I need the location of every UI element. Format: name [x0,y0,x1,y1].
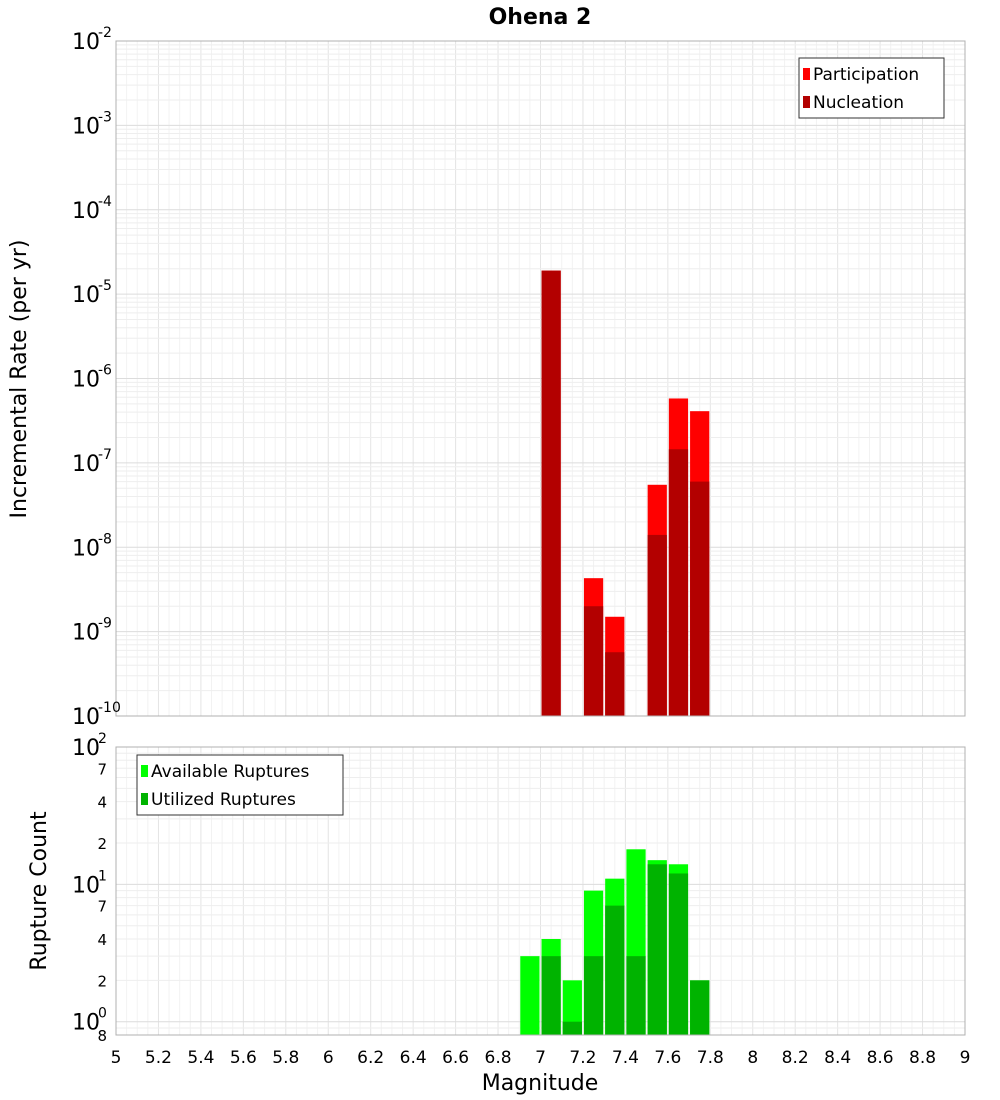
x-tick-label: 7.4 [612,1048,639,1068]
bar-nucleation [541,270,561,716]
legend-swatch-available-ruptures [141,765,148,777]
x-tick-label: 8 [747,1048,758,1068]
x-tick-label: 6.8 [485,1048,512,1068]
rate-y-tick-exponent: -6 [98,363,112,379]
bar-utilized-ruptures [541,956,561,1035]
x-tick-label: 6 [323,1048,334,1068]
rate-y-tick-exponent: -7 [98,447,112,463]
count-y-minor-tick-label: 4 [97,931,107,949]
x-tick-label: 7.8 [697,1048,724,1068]
bar-available-ruptures [562,980,582,1035]
legend-label-available-ruptures: Available Ruptures [151,762,309,782]
x-tick-label: 7 [535,1048,546,1068]
rate-y-tick-label: 10 [72,621,100,646]
rate-y-tick-label: 10 [72,705,100,730]
rate-y-tick-exponent: -10 [98,700,121,716]
rate-y-tick-exponent: -9 [98,616,112,632]
rate-bars [541,270,710,716]
count-y-minor-tick-label: 8 [97,1027,107,1045]
rate-y-tick-label: 10 [72,452,100,477]
x-tick-label: 5.4 [187,1048,214,1068]
chart-title: Ohena 2 [489,5,592,30]
bar-nucleation [605,652,625,716]
x-tick-label: 8.2 [782,1048,809,1068]
x-tick-label: 8.6 [867,1048,894,1068]
count-plot-frame [115,746,966,1036]
count-bars [520,849,710,1035]
bar-nucleation [690,481,710,716]
x-tick-label: 6.2 [357,1048,384,1068]
count-y-minor-tick-label: 7 [97,760,107,778]
count-y-tick-label: 10 [72,873,100,898]
rate-y-tick-label: 10 [72,114,100,139]
x-tick-label: 8.8 [909,1048,936,1068]
bar-utilized-ruptures [583,956,604,1035]
x-tick-label: 5.2 [145,1048,172,1068]
bar-utilized-ruptures [668,873,689,1035]
x-tick-label: 7.6 [654,1048,681,1068]
rate-y-tick-label: 10 [72,199,100,224]
rate-plot-frame [115,40,966,717]
count-y-tick-label: 10 [72,736,100,761]
rate-grid [115,40,966,717]
count-y-tick-exponent: 0 [98,1006,107,1022]
count-y-minor-tick-label: 2 [97,835,107,853]
bar-utilized-ruptures [605,905,625,1035]
rate-y-axis-label: Incremental Rate (per yr) [7,240,32,519]
count-legend-box [136,754,344,816]
rate-y-tick-exponent: -4 [98,194,112,210]
legend-label-participation: Participation [813,65,919,85]
rate-legend: Participation Nucleation [798,57,945,119]
bar-utilized-ruptures [626,956,646,1035]
count-y-minor-tick-label: 7 [97,898,107,916]
bar-utilized-ruptures [690,980,710,1035]
count-y-tick-exponent: 2 [98,731,107,747]
x-tick-label: 6.4 [400,1048,427,1068]
legend-swatch-nucleation [803,96,810,108]
rate-y-tick-label: 10 [72,536,100,561]
x-tick-label: 8.4 [824,1048,851,1068]
legend-swatch-utilized-ruptures [141,793,148,805]
count-y-tick-exponent: 1 [98,868,107,884]
x-tick-label: 5.6 [230,1048,257,1068]
legend-label-utilized-ruptures: Utilized Ruptures [151,790,296,810]
bar-nucleation [668,449,689,716]
rate-y-tick-exponent: -5 [98,278,112,294]
legend-label-nucleation: Nucleation [813,93,904,113]
bar-utilized-ruptures [562,1021,582,1035]
rate-y-tick-exponent: -8 [98,531,112,547]
x-tick-label: 7.2 [569,1048,596,1068]
count-y-minor-tick-label: 2 [97,972,107,990]
x-tick-label: 9 [960,1048,971,1068]
rate-legend-box [798,57,945,119]
rate-y-tick-label: 10 [72,368,100,393]
bar-nucleation [647,534,667,716]
count-legend: Available Ruptures Utilized Ruptures [136,754,344,816]
bar-nucleation [583,606,604,716]
magnitude-x-ticks: 5 5.2 5.4 5.6 5.8 6 6.2 6.4 6.6 6.8 7 7.2 7.4 7.6 7.8 8… [111,1048,971,1068]
x-tick-label: 6.6 [442,1048,469,1068]
rate-y-tick-exponent: -2 [98,25,112,41]
bar-available-ruptures [520,956,540,1035]
bar-utilized-ruptures [647,864,667,1035]
rate-y-tick-label: 10 [72,283,100,308]
count-y-axis-label: Rupture Count [27,811,52,971]
legend-swatch-participation [803,68,810,80]
count-y-minor-tick-label: 4 [97,794,107,812]
x-tick-label: 5.8 [272,1048,299,1068]
magnitude-x-axis-label: Magnitude [482,1071,599,1096]
rate-y-tick-exponent: -3 [98,109,112,125]
rate-y-tick-label: 10 [72,30,100,55]
count-y-tick-label: 10 [72,1011,100,1036]
x-tick-label: 5 [111,1048,122,1068]
